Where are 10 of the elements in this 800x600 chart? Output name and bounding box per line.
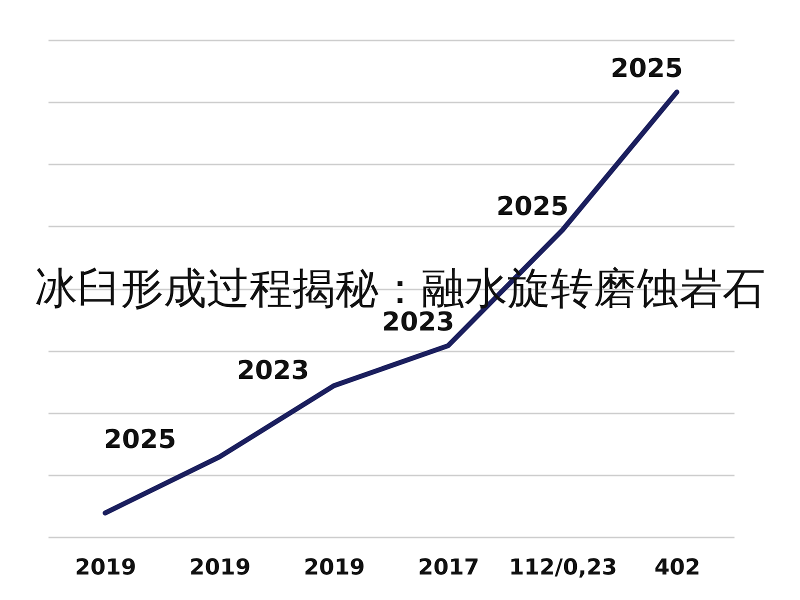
x-tick-label: 112/0,23	[508, 556, 618, 580]
x-tick-label: 2019	[75, 556, 136, 580]
x-tick-label: 402	[654, 556, 700, 580]
x-tick-label: 2017	[418, 556, 480, 580]
annotation: 2025	[610, 54, 684, 84]
annotation: 2025	[496, 192, 569, 222]
x-tick-label: 2019	[189, 556, 251, 580]
annotation: 2025	[104, 425, 176, 455]
annotation: 2023	[236, 356, 310, 386]
x-tick-label: 2019	[304, 556, 365, 580]
